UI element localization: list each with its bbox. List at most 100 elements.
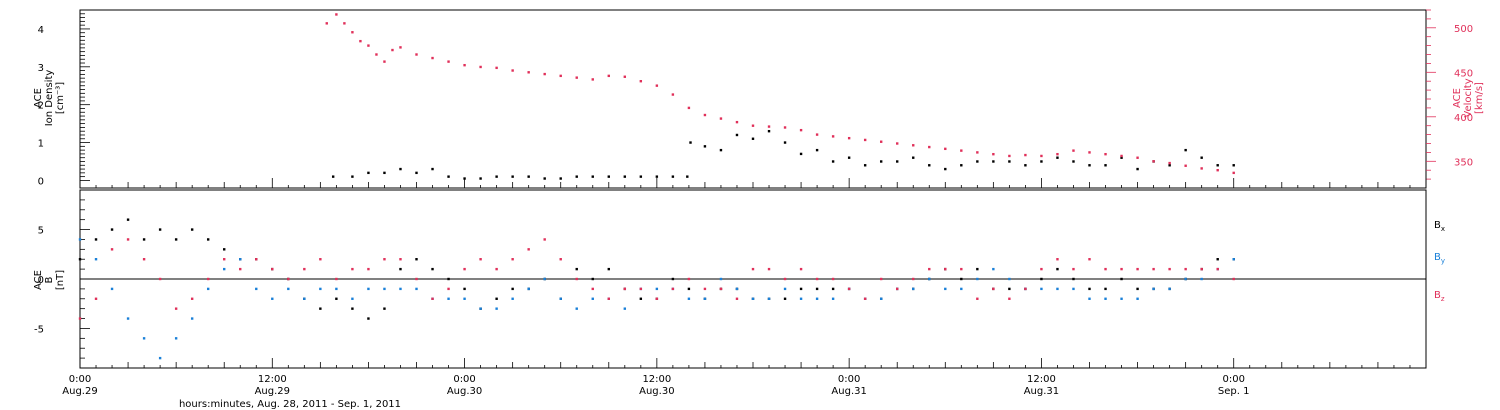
velocity-point bbox=[767, 125, 771, 128]
bz-point bbox=[896, 287, 899, 291]
bz-point bbox=[543, 238, 546, 241]
by-point bbox=[767, 297, 771, 300]
bx-point bbox=[687, 287, 691, 291]
velocity-tick-label: 500 bbox=[1454, 24, 1473, 35]
velocity-point bbox=[944, 147, 947, 151]
density-point bbox=[623, 175, 627, 178]
density-point bbox=[831, 160, 835, 163]
by-point bbox=[239, 258, 242, 261]
velocity-point bbox=[863, 138, 867, 142]
velocity-point bbox=[335, 13, 338, 16]
bz-point bbox=[463, 267, 466, 271]
bz-point bbox=[303, 267, 306, 271]
velocity-point bbox=[783, 126, 787, 129]
by-point bbox=[1104, 297, 1107, 300]
by-point bbox=[415, 287, 418, 291]
bx-point bbox=[1008, 287, 1011, 291]
by-point bbox=[687, 297, 691, 300]
bx-point bbox=[976, 267, 979, 271]
bz-point bbox=[495, 267, 498, 271]
velocity-axis-title-line: [km/s] bbox=[1474, 82, 1485, 114]
velocity-point bbox=[1152, 160, 1155, 163]
velocity-point bbox=[367, 44, 370, 47]
bx-point bbox=[94, 238, 98, 241]
bz-point bbox=[1136, 267, 1139, 271]
bz-point bbox=[575, 277, 578, 281]
density-point bbox=[847, 156, 851, 159]
velocity-point bbox=[1216, 169, 1219, 172]
bx-point bbox=[1072, 277, 1075, 281]
density-point bbox=[686, 175, 689, 178]
bx-point bbox=[110, 228, 114, 231]
bx-point bbox=[399, 267, 402, 271]
velocity-point bbox=[1008, 154, 1011, 158]
by-point bbox=[463, 297, 466, 300]
bz-point bbox=[431, 297, 434, 300]
bx-point bbox=[367, 317, 370, 320]
velocity-point bbox=[735, 120, 739, 124]
bz-point bbox=[1040, 267, 1043, 271]
bz-point bbox=[527, 248, 530, 251]
velocity-point bbox=[912, 144, 915, 147]
bz-point bbox=[1152, 267, 1155, 271]
bx-point bbox=[960, 277, 963, 281]
density-point bbox=[992, 160, 995, 163]
density-point bbox=[1024, 164, 1027, 167]
density-point bbox=[655, 175, 659, 178]
by-point bbox=[783, 287, 787, 291]
b-tick-label: 5 bbox=[38, 226, 44, 237]
bz-point bbox=[479, 258, 482, 261]
velocity-point bbox=[575, 76, 578, 79]
velocity-point bbox=[559, 74, 562, 78]
velocity-point bbox=[623, 75, 627, 78]
density-point bbox=[1056, 156, 1059, 159]
density-point bbox=[719, 148, 723, 152]
x-tick-date: Aug.29 bbox=[62, 386, 97, 397]
density-point bbox=[1136, 167, 1139, 171]
bx-point bbox=[831, 287, 835, 291]
bx-point bbox=[671, 277, 675, 281]
velocity-point bbox=[479, 65, 482, 69]
velocity-point bbox=[896, 142, 899, 145]
velocity-series bbox=[325, 13, 1235, 175]
bz-point bbox=[815, 277, 819, 281]
density-point bbox=[607, 175, 610, 178]
density-point bbox=[735, 133, 739, 137]
by-point bbox=[960, 287, 963, 291]
by-point bbox=[751, 297, 755, 300]
bx-point bbox=[383, 307, 386, 310]
bz-point bbox=[94, 297, 98, 300]
velocity-tick-label: 400 bbox=[1454, 113, 1473, 124]
bx-point bbox=[158, 228, 162, 231]
velocity-axis-title-line: Velocity bbox=[1463, 78, 1474, 117]
legend-bz: Bz bbox=[1434, 290, 1445, 303]
velocity-axis-title: ACE Velocity [km/s] bbox=[1452, 78, 1485, 117]
density-point bbox=[1088, 164, 1091, 167]
by-point bbox=[1008, 277, 1011, 281]
velocity-point bbox=[639, 80, 643, 83]
density-point bbox=[912, 156, 915, 159]
density-tick-label: 1 bbox=[38, 139, 44, 150]
by-point bbox=[944, 287, 947, 291]
velocity-point bbox=[815, 133, 819, 136]
velocity-point bbox=[359, 39, 362, 43]
bz-point bbox=[110, 248, 114, 251]
density-axis-title-line: [cm⁻³] bbox=[55, 82, 66, 114]
bx-point bbox=[319, 307, 322, 310]
density-point bbox=[367, 171, 370, 175]
velocity-point bbox=[343, 22, 346, 25]
bz-point bbox=[847, 287, 851, 291]
density-point bbox=[863, 164, 867, 167]
bx-point bbox=[815, 287, 819, 291]
density-axis-title-line: ACE bbox=[33, 88, 44, 108]
by-point bbox=[78, 238, 82, 241]
by-point bbox=[351, 297, 354, 300]
bz-point bbox=[1216, 267, 1219, 271]
density-point bbox=[527, 175, 530, 178]
bz-point bbox=[447, 287, 450, 291]
density-point bbox=[1184, 148, 1187, 152]
bottom-panel: -5 0 5 ACE B [nT] Bx By Bz bbox=[33, 189, 1445, 369]
bz-point bbox=[223, 258, 226, 261]
by-point bbox=[1184, 277, 1187, 281]
bz-point bbox=[1168, 267, 1171, 271]
